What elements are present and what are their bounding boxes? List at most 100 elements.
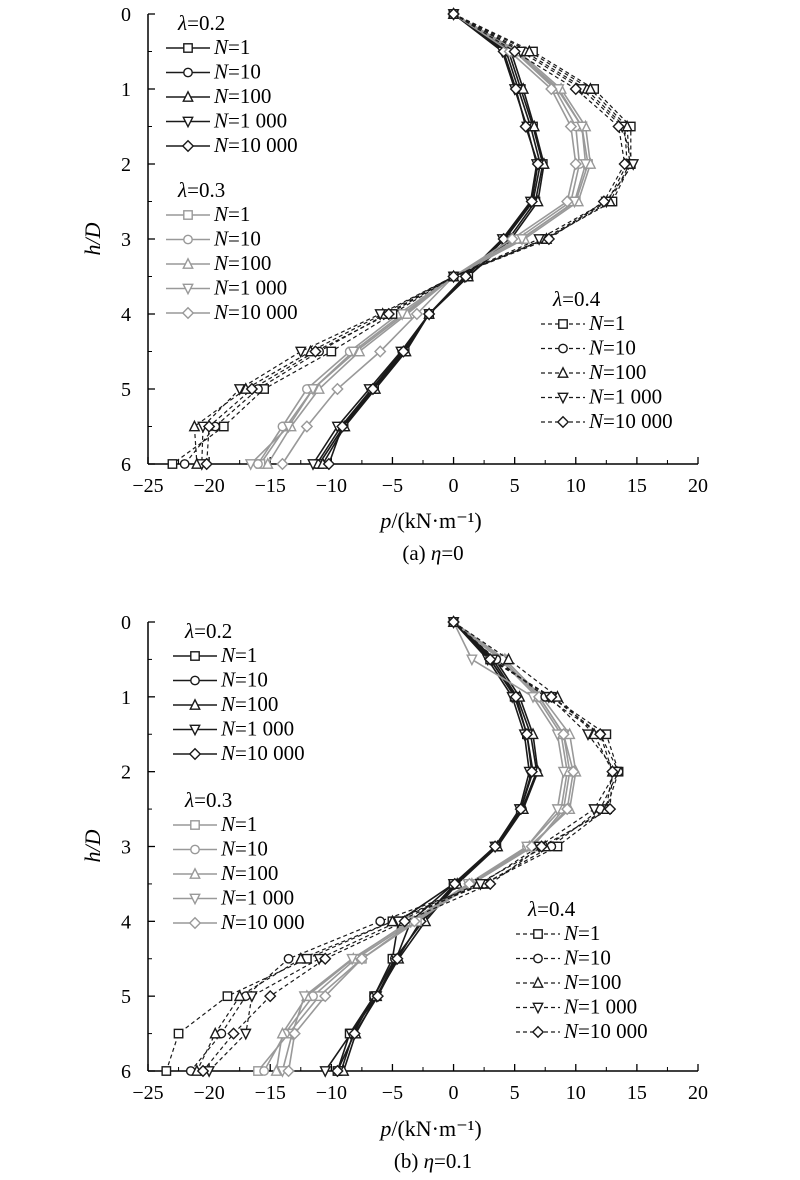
chart2-point-g2-s2 <box>294 951 307 964</box>
chart2-y-tick-label: 1 <box>121 687 131 709</box>
chart1-legend-marker-1-4 <box>181 306 195 320</box>
chart2-legend-marker-1-0 <box>190 820 200 830</box>
chart1-point-g1-s2 <box>261 457 274 469</box>
chart1-point-g2-s4 <box>202 420 216 433</box>
chart1-point-g2-s4 <box>447 270 460 283</box>
chart2-point-g1-s3 <box>346 953 358 966</box>
chart1-point-g1-s4 <box>561 195 574 208</box>
chart1-point-g1-s3 <box>396 309 409 321</box>
chart2-legend-marker-0-1 <box>190 675 200 686</box>
chart1-legend-label-2-2: N=100 <box>588 360 646 384</box>
chart1-y-tick-label: 1 <box>121 79 131 101</box>
chart2-legend-label-0-3: N=1 000 <box>220 717 294 741</box>
chart1-legend-label-1-0: N=1 <box>213 202 250 226</box>
chart1-point-g1-s3 <box>576 121 588 134</box>
chart2-legend-label-0-1: N=10 <box>220 668 268 692</box>
chart1-point-g0-s4 <box>366 382 380 396</box>
chart1-point-g1-s3 <box>516 234 528 246</box>
chart1-series-line-g2-s3 <box>201 13 634 465</box>
chart2-x-tick-label: 0 <box>449 1082 459 1104</box>
chart1-legend-title-2: λ=0.4 <box>552 287 601 311</box>
chart2-x-tick-label: −20 <box>193 1082 224 1104</box>
chart1-point-g0-s4 <box>397 345 410 358</box>
chart1-y-tick-label: 5 <box>121 379 131 401</box>
chart1-point-g2-s4 <box>200 457 213 471</box>
chart1-point-g2-s3 <box>233 384 246 396</box>
chart2-legend-marker-0-4 <box>188 747 202 761</box>
chart1-point-g2-s3 <box>627 159 640 171</box>
chart1-point-g1-s4 <box>410 307 424 321</box>
chart2-legend-marker-0-0 <box>190 651 200 661</box>
chart2-x-tick-label: −15 <box>255 1082 286 1104</box>
chart2-point-g2-s3 <box>582 729 594 742</box>
chart1-legend-marker-2-0 <box>558 319 568 329</box>
chart1-point-g2-s3 <box>374 309 387 321</box>
chart2-point-g1-s1 <box>259 1066 270 1076</box>
chart2-y-tick-label: 0 <box>121 612 131 634</box>
chart1-y-axis-label: h/D <box>80 222 105 255</box>
chart1-point-g0-s4 <box>336 420 349 433</box>
chart2-x-tick-label: −25 <box>132 1082 163 1104</box>
chart2-point-g1-s4 <box>408 915 421 928</box>
chart1-point-g1-s4 <box>506 232 519 246</box>
chart2-point-g2-s3 <box>588 804 600 816</box>
chart2-point-g1-s4 <box>282 1064 295 1078</box>
chart2-point-g2-s4 <box>603 802 617 816</box>
chart2-series-line-g0-s4 <box>336 621 533 1072</box>
chart2-legend-title-1: λ=0.3 <box>184 788 232 812</box>
chart2-legend-label-0-0: N=1 <box>220 643 257 667</box>
chart2-y-axis-label: h/D <box>80 829 105 862</box>
chart2-legend-label-2-1: N=10 <box>563 946 611 970</box>
chart2-y-tick-label: 5 <box>121 986 131 1008</box>
chart2-point-g2-s3 <box>246 991 258 1003</box>
chart2-legend-marker-0-2 <box>189 698 201 710</box>
chart2-point-g1-s4 <box>355 952 369 965</box>
chart1-point-g1-s2 <box>353 344 366 357</box>
chart2-point-g1-s4 <box>288 1027 301 1040</box>
chart1-legend-marker-0-1 <box>183 67 193 78</box>
chart2-point-g2-s4 <box>545 690 558 704</box>
chart1-point-g1-s4 <box>569 157 582 171</box>
chart1-legend-marker-2-3 <box>557 392 569 405</box>
chart2-x-tick-label: 20 <box>688 1082 708 1104</box>
chart1-legend-label-0-2: N=100 <box>213 84 271 108</box>
chart1-point-g0-s4 <box>519 120 532 133</box>
chart2-y-tick-label: 3 <box>121 837 131 859</box>
chart1-legend-label-0-0: N=1 <box>213 35 250 59</box>
chart2-point-g2-s3 <box>474 879 487 891</box>
chart2-point-g2-s4 <box>398 915 411 928</box>
chart2-point-g2-s2 <box>209 1026 222 1039</box>
chart1-x-tick-label: 0 <box>449 475 459 497</box>
chart1-x-tick-label: 5 <box>510 475 520 497</box>
chart2-point-g1-s4 <box>319 989 332 1003</box>
chart2-point-g1-s3 <box>466 654 478 667</box>
chart2-y-tick-label: 2 <box>121 762 131 784</box>
chart1-x-tick-label: −5 <box>382 475 403 497</box>
chart2-point-g2-s4 <box>319 952 332 965</box>
chart2-point-g1-s2 <box>276 1026 289 1039</box>
chart1-legend-label-1-1: N=10 <box>213 227 261 251</box>
chart2-point-g2-s2 <box>502 652 515 665</box>
chart1-point-g0-s4 <box>509 82 523 96</box>
chart1-point-g2-s0 <box>167 459 178 469</box>
chart1-caption: (a) η=0 <box>402 541 463 565</box>
chart2-point-g2-s2 <box>233 989 246 1002</box>
chart1-legend-label-1-3: N=1 000 <box>213 276 287 300</box>
chart2-point-g2-s4 <box>447 615 460 629</box>
chart2-point-g2-s0 <box>173 1028 184 1039</box>
chart2-point-g2-s1 <box>283 953 294 964</box>
chart1-y-tick-label: 0 <box>121 4 131 26</box>
chart1-point-g2-s4 <box>508 45 521 58</box>
chart2-legend-marker-2-3 <box>532 1002 544 1015</box>
chart2-point-g0-s4 <box>331 1064 344 1078</box>
chart2-point-g2-s4 <box>264 989 277 1003</box>
chart2-legend-label-2-3: N=1 000 <box>563 995 637 1019</box>
chart2-point-g2-s0 <box>161 1066 172 1076</box>
chart2-y-tick-label: 4 <box>121 911 131 933</box>
chart2-point-g2-s1 <box>375 916 386 927</box>
chart1-legend-marker-1-3 <box>182 283 194 296</box>
chart2-legend-marker-1-1 <box>190 844 200 855</box>
chart1-point-g2-s1 <box>179 459 190 469</box>
chart2-point-g0-s4 <box>391 952 404 965</box>
